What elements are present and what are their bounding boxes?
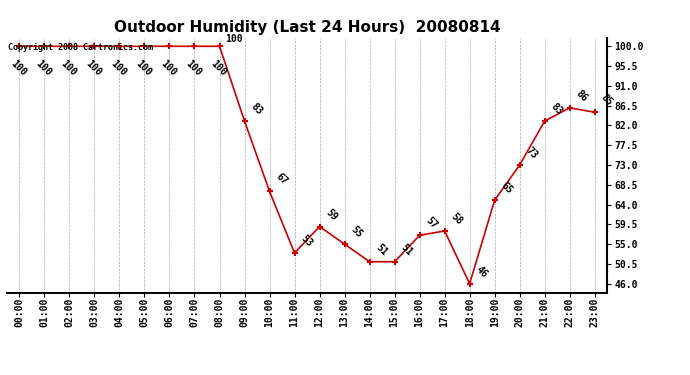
Text: 55: 55: [348, 225, 364, 240]
Text: 100: 100: [225, 33, 243, 44]
Text: 100: 100: [33, 59, 53, 78]
Text: 58: 58: [448, 211, 464, 227]
Text: 100: 100: [8, 59, 28, 78]
Text: 85: 85: [599, 93, 614, 108]
Text: Copyright 2008 Cartronics.com: Copyright 2008 Cartronics.com: [8, 43, 153, 52]
Text: 46: 46: [474, 264, 489, 279]
Text: 100: 100: [108, 59, 128, 78]
Text: 100: 100: [184, 59, 203, 78]
Text: 83: 83: [549, 102, 564, 117]
Text: 100: 100: [83, 59, 103, 78]
Text: 86: 86: [574, 88, 589, 104]
Text: 100: 100: [58, 59, 78, 78]
Text: 53: 53: [299, 233, 314, 249]
Text: 57: 57: [424, 216, 439, 231]
Text: 73: 73: [524, 146, 539, 161]
Text: 51: 51: [399, 242, 414, 258]
Text: 51: 51: [374, 242, 389, 258]
Text: 100: 100: [208, 59, 228, 78]
Text: 83: 83: [248, 102, 264, 117]
Text: 100: 100: [158, 59, 178, 78]
Text: 65: 65: [499, 181, 514, 196]
Text: 67: 67: [274, 172, 289, 187]
Text: 100: 100: [133, 59, 153, 78]
Title: Outdoor Humidity (Last 24 Hours)  20080814: Outdoor Humidity (Last 24 Hours) 2008081…: [114, 20, 500, 35]
Text: 59: 59: [324, 207, 339, 222]
